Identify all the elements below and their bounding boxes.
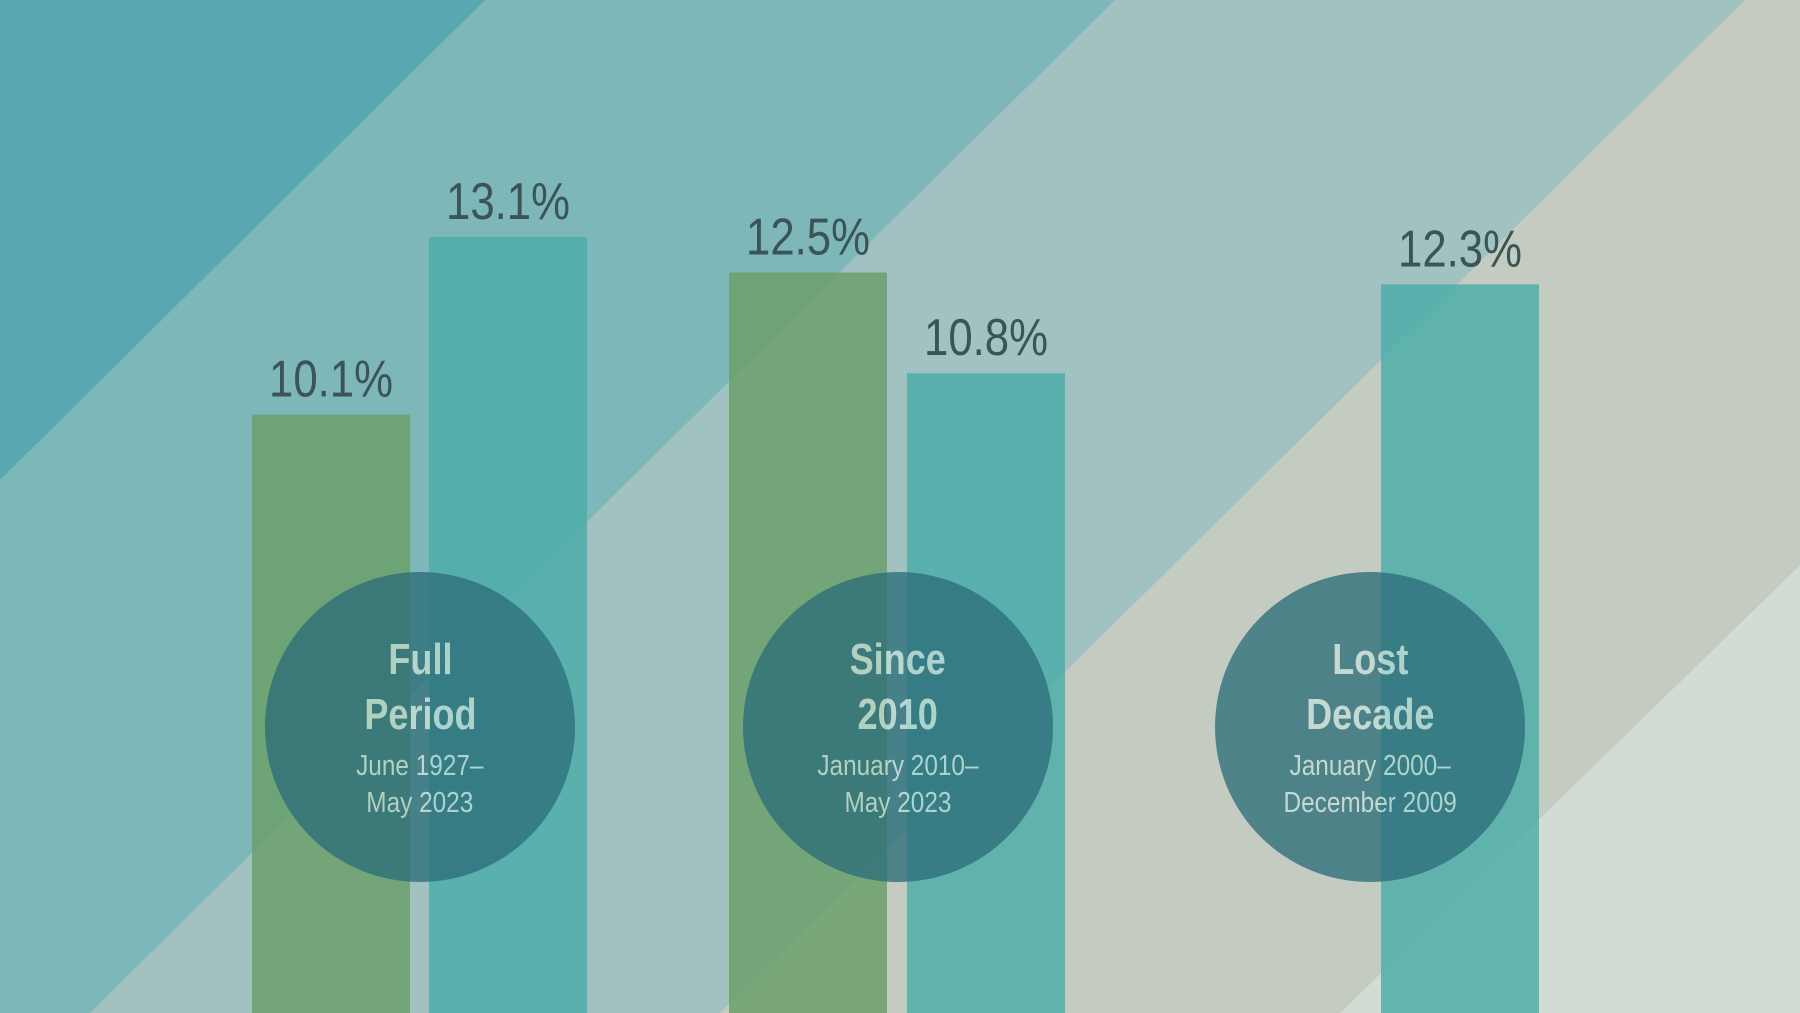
group-title-since-2010: Since 2010 <box>849 635 947 739</box>
value-label-g2-1: 12.5% <box>746 209 870 267</box>
group-subtitle-lost-decade: January 2000– December 2009 <box>1283 750 1457 819</box>
value-label-g2-2: 10.8% <box>924 309 1048 367</box>
group-title-full-period: Full Period <box>363 635 477 739</box>
value-label-g1-1: 10.1% <box>269 351 393 409</box>
value-label-g1-2: 13.1% <box>446 173 570 231</box>
group-subtitle-since-2010: January 2010– May 2023 <box>817 750 979 819</box>
group-title-lost-decade: Lost Decade <box>1305 635 1435 739</box>
value-label-g3-1: 12.3% <box>1398 220 1522 278</box>
value-labels-layer: 10.1% 13.1% 12.5% 10.8% 12.3% <box>269 173 1522 409</box>
group-badge-lost-decade: Lost Decade January 2000– December 2009 <box>1215 572 1525 882</box>
group-subtitle-full-period: June 1927– May 2023 <box>356 750 484 819</box>
group-badge-full-period: Full Period June 1927– May 2023 <box>265 572 575 882</box>
group-badge-since-2010: Since 2010 January 2010– May 2023 <box>743 572 1053 882</box>
